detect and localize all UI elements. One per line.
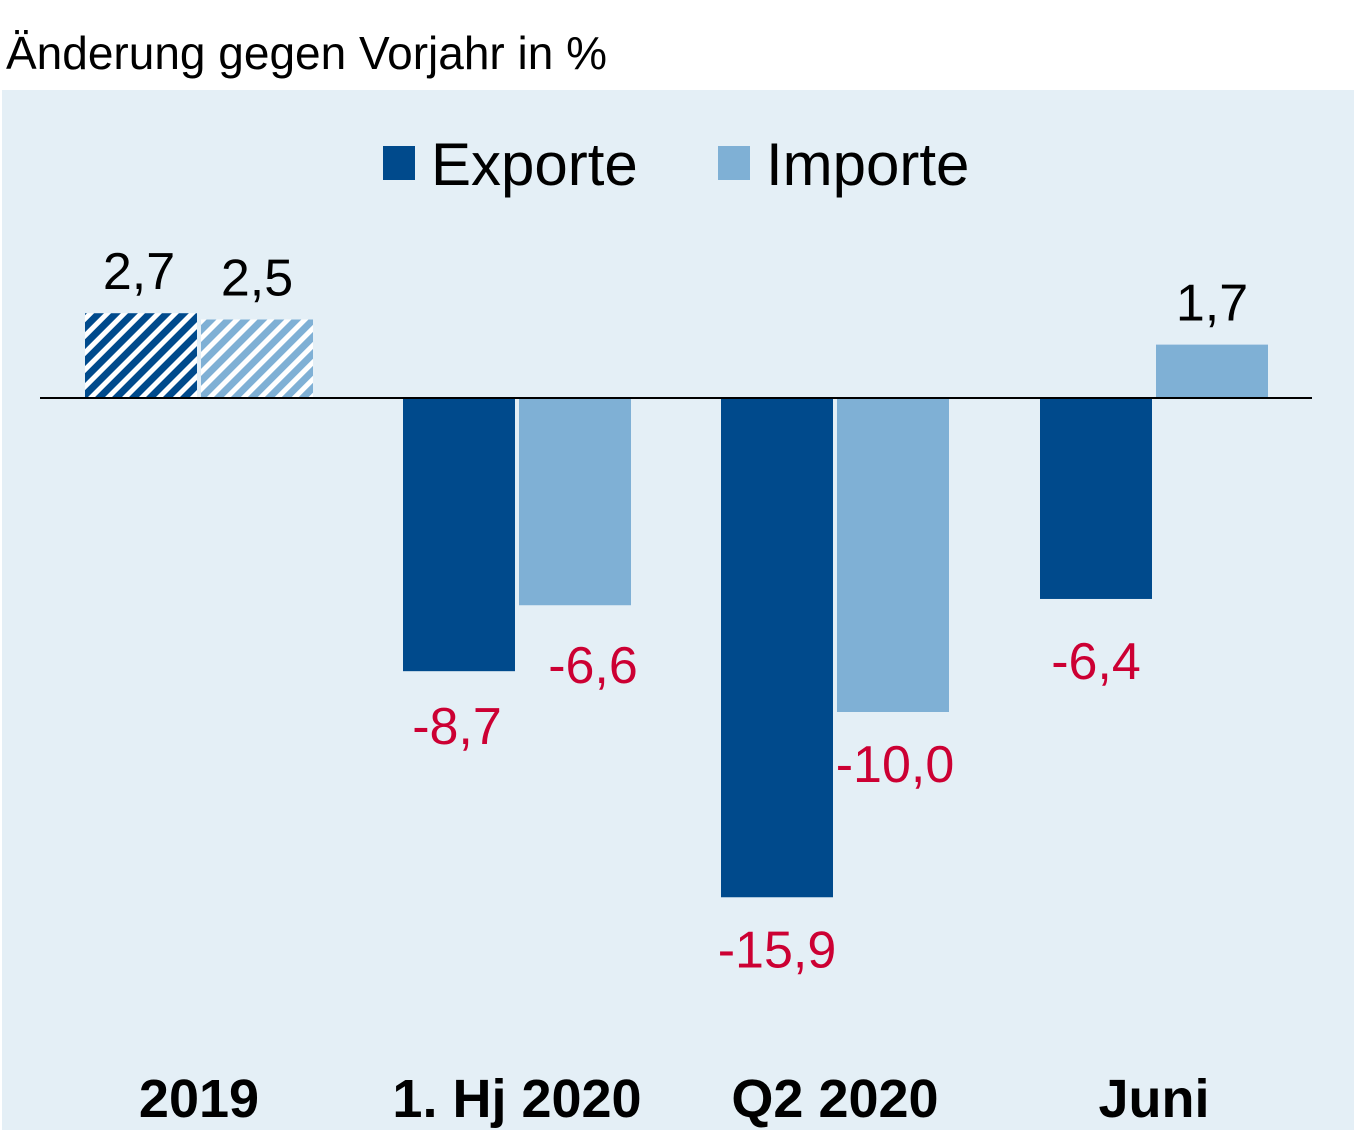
legend: Exporte Importe — [383, 131, 969, 198]
bar-exporte-1 — [403, 398, 515, 672]
bar-importe-2 — [837, 398, 949, 712]
legend-swatch-importe — [718, 146, 750, 180]
bar-importe-0 — [201, 319, 313, 398]
value-label-importe-0: 2,5 — [221, 250, 293, 308]
legend-label-importe: Importe — [766, 131, 969, 198]
value-label-importe-1: -6,6 — [548, 637, 638, 695]
bar-exporte-0 — [85, 313, 197, 398]
value-label-exporte-2: -15,9 — [718, 921, 837, 979]
value-labels: 2,7 2,5 -8,7 -6,6 -15,9 -10,0 -6,4 1,7 — [103, 243, 1248, 979]
y-axis-label: Änderung gegen Vorjahr in % — [6, 27, 607, 79]
value-label-exporte-1: -8,7 — [412, 698, 502, 756]
category-label-3: Juni — [1098, 1069, 1209, 1129]
value-label-exporte-3: -6,4 — [1051, 633, 1141, 691]
category-label-1: 1. Hj 2020 — [392, 1069, 641, 1129]
bar-importe-3 — [1156, 344, 1268, 398]
bar-importe-1 — [519, 398, 631, 606]
plot-background — [2, 90, 1354, 1130]
legend-swatch-exporte — [383, 146, 415, 180]
value-label-importe-3: 1,7 — [1176, 275, 1248, 333]
bar-exporte-3 — [1040, 398, 1152, 599]
bars — [85, 313, 1268, 898]
category-labels: 2019 1. Hj 2020 Q2 2020 Juni — [139, 1069, 1210, 1129]
bar-exporte-2 — [721, 398, 833, 898]
category-label-0: 2019 — [139, 1069, 259, 1129]
value-label-exporte-0: 2,7 — [103, 243, 175, 301]
legend-label-exporte: Exporte — [431, 131, 638, 198]
value-label-importe-2: -10,0 — [836, 736, 955, 794]
category-label-2: Q2 2020 — [731, 1069, 938, 1129]
